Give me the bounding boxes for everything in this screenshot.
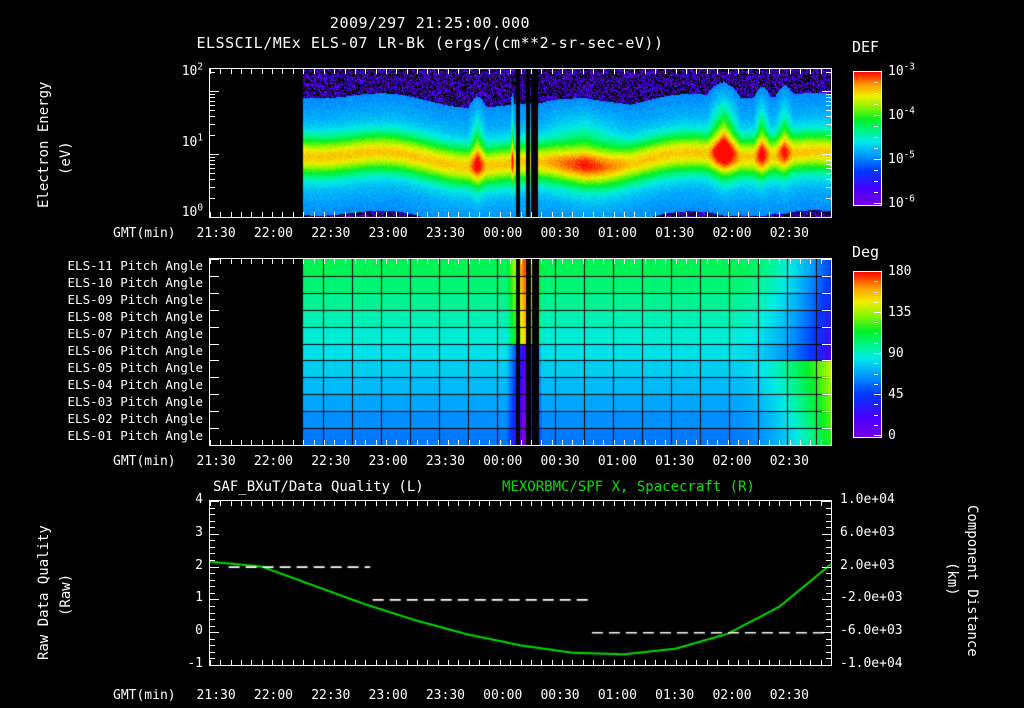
pitch-angle-image bbox=[210, 259, 831, 445]
time-tick-label: 01:30 bbox=[655, 454, 695, 469]
timeseries-left-axis-unit: (Raw) bbox=[58, 573, 74, 616]
spectrogram-image bbox=[210, 69, 831, 217]
pitch-angle-row-label: ELS-05 Pitch Angle bbox=[67, 359, 203, 375]
time-tick-label: 01:00 bbox=[597, 688, 637, 703]
pitch-angle-row-label: ELS-11 Pitch Angle bbox=[67, 258, 203, 274]
deg-colorbar-title: Deg bbox=[852, 243, 880, 261]
deg-colorbar-gradient bbox=[854, 272, 881, 437]
spectrogram-ytick-100: 102 bbox=[181, 61, 203, 79]
timeseries-left-tick-label: -1 bbox=[187, 656, 203, 671]
deg-colorbar[interactable] bbox=[853, 271, 882, 438]
timeseries-left-axis-title: Raw Data Quality bbox=[36, 525, 52, 660]
time-tick-label: 01:30 bbox=[655, 226, 695, 241]
page-subtitle: ELSSCIL/MEx ELS-07 LR-Bk (ergs/(cm**2-sr… bbox=[196, 34, 664, 52]
page-title: 2009/297 21:25:00.000 bbox=[329, 14, 531, 32]
spectrogram-yunit: (eV) bbox=[58, 141, 74, 175]
def-colorbar[interactable] bbox=[853, 71, 882, 206]
spectrogram-yunit-text: (eV) bbox=[58, 141, 74, 175]
time-tick-label: 02:00 bbox=[712, 688, 752, 703]
def-cblabel-6: 10-6 bbox=[888, 193, 915, 211]
time-tick-label: 22:30 bbox=[311, 226, 351, 241]
time-tick-label: 01:30 bbox=[655, 688, 695, 703]
time-tick-label: 02:00 bbox=[712, 226, 752, 241]
pitch-angle-row-label: ELS-08 Pitch Angle bbox=[67, 309, 203, 325]
deg-cblabel-90: 90 bbox=[888, 346, 904, 361]
time-tick-label: 02:30 bbox=[769, 688, 809, 703]
pitch-angle-row-label: ELS-06 Pitch Angle bbox=[67, 343, 203, 358]
timeseries-right-tick-label: -2.0e+03 bbox=[840, 590, 903, 606]
timeseries-plot bbox=[210, 501, 831, 665]
timeseries-right-tick-label: 1.0e+04 bbox=[840, 492, 895, 507]
spectrogram-ylabel: Electron Energy bbox=[36, 82, 52, 208]
time-tick-label: 23:00 bbox=[368, 688, 408, 703]
pitch-angle-row-label: ELS-01 Pitch Angle bbox=[67, 427, 203, 443]
timeseries-title-right: MEXORBMC/SPF X, Spacecraft (R) bbox=[502, 479, 755, 495]
time-tick-label: 23:30 bbox=[425, 226, 465, 241]
timeseries-xlabel: GMT(min) bbox=[113, 688, 176, 703]
pitch-angle-row-label: ELS-03 Pitch Angle bbox=[67, 393, 203, 409]
time-tick-label: 00:00 bbox=[483, 226, 523, 241]
time-tick-label: 01:00 bbox=[597, 226, 637, 241]
spectrogram-ytick-1: 100 bbox=[181, 202, 203, 220]
deg-cblabel-45: 45 bbox=[888, 387, 904, 402]
time-tick-label: 22:00 bbox=[253, 454, 294, 469]
timeseries-right-tick-label: 2.0e+03 bbox=[840, 557, 895, 573]
deg-colorbar-ticks bbox=[874, 271, 882, 436]
time-tick-label: 23:30 bbox=[425, 454, 465, 469]
time-tick-label: 00:30 bbox=[540, 454, 580, 469]
def-colorbar-title: DEF bbox=[852, 38, 880, 56]
timeseries-left-tick-label: 3 bbox=[195, 524, 203, 540]
def-cblabel-4: 10-4 bbox=[888, 105, 915, 123]
timeseries-left-tick-label: 2 bbox=[195, 557, 203, 573]
timeseries-left-tick-label: 4 bbox=[195, 492, 203, 507]
time-tick-label: 22:00 bbox=[253, 688, 294, 703]
timeseries-left-tick-label: 1 bbox=[195, 590, 203, 606]
pitch-angle-row-label: ELS-09 Pitch Angle bbox=[67, 292, 203, 308]
timeseries-right-axis-title: Component Distance bbox=[964, 505, 980, 657]
time-tick-label: 22:30 bbox=[311, 454, 351, 469]
time-tick-label: 00:30 bbox=[540, 688, 580, 703]
time-tick-label: 02:30 bbox=[769, 226, 809, 241]
deg-cblabel-180: 180 bbox=[888, 264, 912, 279]
def-colorbar-ticks bbox=[874, 71, 882, 204]
timeseries-right-axis-unit: (km) bbox=[944, 562, 960, 596]
time-tick-label: 22:00 bbox=[253, 226, 294, 241]
time-tick-label: 23:00 bbox=[368, 226, 408, 241]
time-tick-label: 00:00 bbox=[483, 454, 523, 469]
timeseries-panel[interactable] bbox=[209, 500, 832, 666]
pitch-xlabel: GMT(min) bbox=[113, 454, 176, 469]
pitch-angle-row-label: ELS-02 Pitch Angle bbox=[67, 410, 203, 426]
deg-cblabel-135: 135 bbox=[888, 305, 912, 320]
time-tick-label: 21:30 bbox=[196, 688, 236, 703]
pitch-angle-row-label: ELS-07 Pitch Angle bbox=[67, 326, 203, 342]
timeseries-left-tick-label: 0 bbox=[195, 623, 203, 639]
def-cblabel-5: 10-5 bbox=[888, 149, 915, 167]
spectrogram-ytick-10: 101 bbox=[181, 132, 203, 150]
pitch-angle-panel[interactable] bbox=[209, 258, 832, 446]
time-tick-label: 21:30 bbox=[196, 226, 236, 241]
def-cblabel-3: 10-3 bbox=[888, 61, 915, 79]
time-tick-label: 23:30 bbox=[425, 688, 465, 703]
timeseries-right-tick-label: 6.0e+03 bbox=[840, 524, 895, 540]
timeseries-title-left: SAF_BXuT/Data Quality (L) bbox=[213, 479, 424, 495]
deg-cblabel-0: 0 bbox=[888, 428, 896, 443]
time-tick-label: 02:30 bbox=[769, 454, 809, 469]
time-tick-label: 01:00 bbox=[597, 454, 637, 469]
timeseries-right-tick-label: -6.0e+03 bbox=[840, 623, 903, 639]
spectrogram-panel[interactable] bbox=[209, 68, 832, 218]
time-tick-label: 23:00 bbox=[368, 454, 408, 469]
time-tick-label: 21:30 bbox=[196, 454, 236, 469]
time-tick-label: 02:00 bbox=[712, 454, 752, 469]
pitch-angle-row-label: ELS-10 Pitch Angle bbox=[67, 275, 203, 291]
pitch-angle-row-label: ELS-04 Pitch Angle bbox=[67, 376, 203, 392]
time-tick-label: 22:30 bbox=[311, 688, 351, 703]
def-colorbar-gradient bbox=[854, 72, 881, 205]
time-tick-label: 00:30 bbox=[540, 226, 580, 241]
timeseries-right-tick-label: -1.0e+04 bbox=[840, 656, 903, 671]
spectrogram-ylabel-text: Electron Energy bbox=[36, 81, 52, 208]
spectrogram-xlabel: GMT(min) bbox=[113, 226, 176, 241]
time-tick-label: 00:00 bbox=[483, 688, 523, 703]
